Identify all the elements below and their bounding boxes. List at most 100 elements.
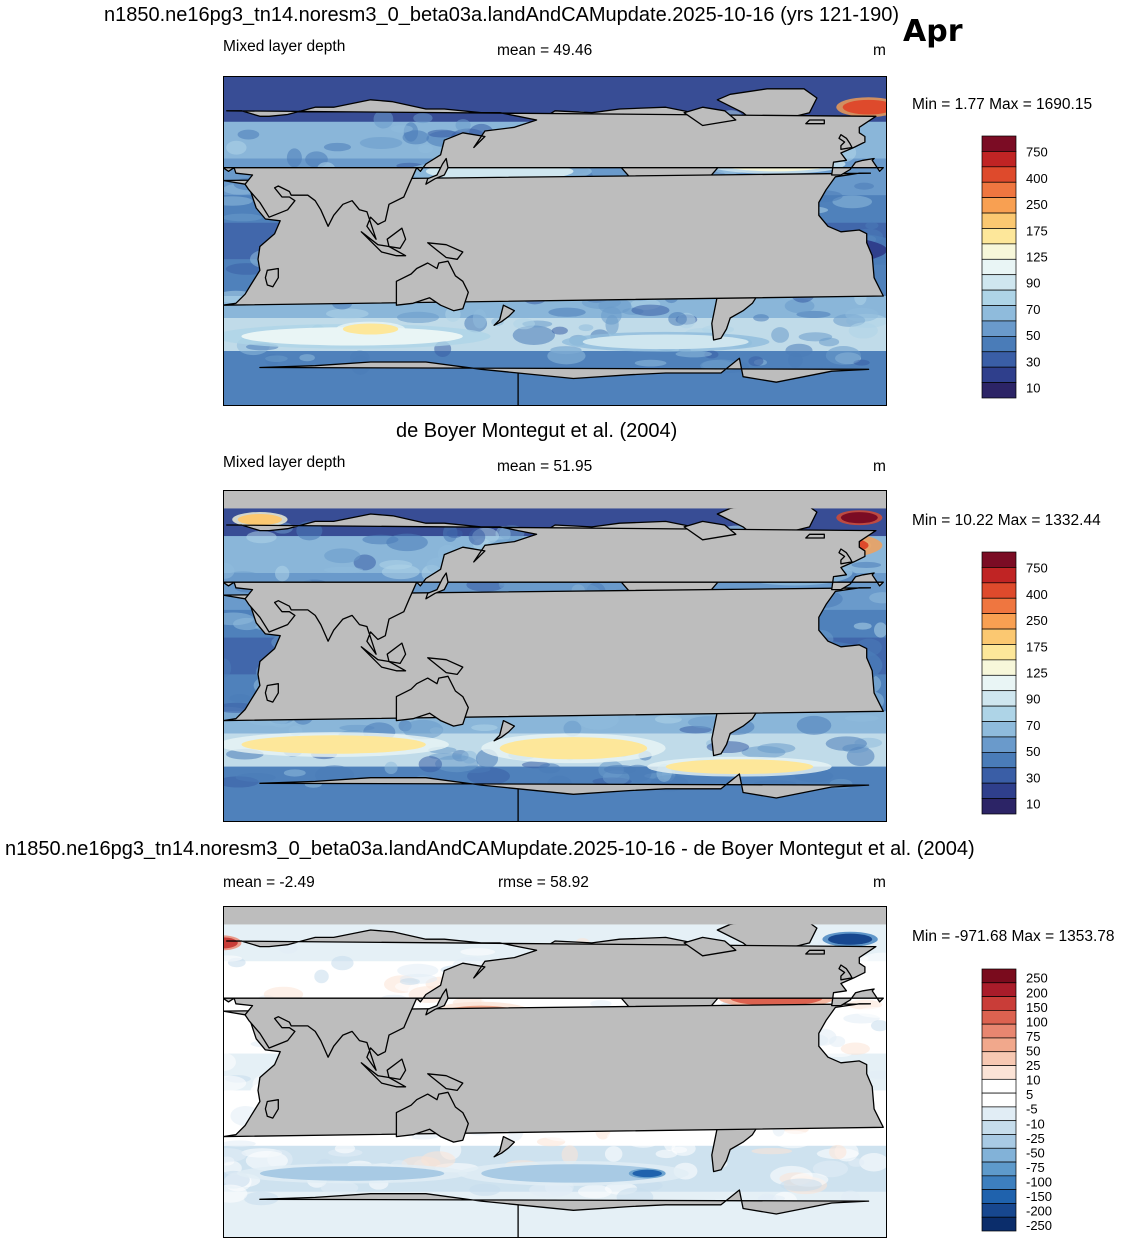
land-eurasia — [223, 99, 884, 240]
field-patch — [590, 1000, 612, 1008]
land-australia — [395, 675, 469, 727]
colorbar-box — [981, 1203, 1017, 1218]
field-patch — [668, 311, 687, 326]
field-patch — [265, 355, 288, 362]
land-madagascar — [264, 1099, 279, 1119]
colorbar-box — [981, 628, 1017, 645]
field-patch — [223, 196, 253, 206]
field-feature — [481, 1164, 666, 1183]
field-patch — [223, 955, 243, 962]
land-indonesia — [360, 646, 407, 672]
colorbar-box — [981, 1051, 1017, 1066]
field-patch — [551, 326, 568, 335]
field-patch — [853, 622, 872, 630]
colorbar-tick-label: 30 — [1026, 770, 1040, 785]
colorbar-box — [981, 613, 1017, 630]
colorbar-box — [981, 782, 1017, 799]
field-patch — [455, 119, 471, 132]
land-new-guinea — [427, 1073, 464, 1092]
colorbar-box — [981, 582, 1017, 599]
field-patch — [561, 1145, 578, 1165]
land-japan — [425, 572, 449, 600]
field-patch — [245, 1150, 288, 1171]
colorbar-tick-label: 100 — [1026, 1014, 1048, 1029]
field-patch — [796, 715, 832, 735]
colorbar-box — [981, 1078, 1017, 1094]
colorbar-box — [981, 1037, 1017, 1053]
colorbar-tick-label: 125 — [1026, 666, 1048, 681]
colorbar-box — [981, 320, 1017, 337]
colorbar-box — [981, 228, 1017, 245]
panel1-left-label: Mixed layer depth — [223, 38, 346, 55]
colorbar-tick-label: -5 — [1026, 1102, 1038, 1117]
land-uk — [838, 134, 853, 150]
colorbar-box — [981, 968, 1017, 984]
colorbar-box — [981, 366, 1017, 383]
field-patch — [854, 182, 874, 190]
field-feature — [840, 512, 878, 524]
land-japan — [425, 157, 449, 185]
field-feature — [237, 513, 283, 526]
land-iceland — [805, 533, 825, 539]
panel3-rmse-label: rmse = 58.92 — [498, 874, 589, 891]
field-patch — [663, 1132, 677, 1152]
colorbar-box — [981, 674, 1017, 692]
field-patch — [851, 561, 882, 569]
field-patch — [607, 1130, 644, 1144]
colorbar-box — [981, 705, 1017, 722]
field-patch — [832, 195, 873, 209]
panel2-map — [223, 490, 887, 822]
colorbar-tick-label: 125 — [1026, 250, 1048, 265]
land-iceland — [805, 949, 825, 955]
panel1-minmax: Min = 1.77 Max = 1690.15 — [912, 96, 1093, 113]
colorbar-tick-label: 10 — [1026, 797, 1040, 812]
field-patch — [323, 142, 351, 152]
field-patch — [386, 533, 428, 552]
colorbar-box — [981, 644, 1017, 661]
colorbar-box — [981, 197, 1017, 214]
field-patch — [229, 694, 251, 703]
field-patch — [418, 756, 443, 773]
colorbar-tick-label: -150 — [1026, 1189, 1052, 1204]
field-patch — [361, 968, 379, 984]
colorbar-tick-label: 90 — [1026, 692, 1040, 707]
field-patch — [243, 1191, 279, 1206]
field-patch — [334, 1143, 356, 1154]
colorbar-box — [981, 1023, 1017, 1039]
land-madagascar — [264, 267, 279, 288]
field-feature — [499, 737, 648, 760]
colorbar-box — [981, 551, 1017, 568]
colorbar-tick-label: -25 — [1026, 1131, 1045, 1146]
figure-title: n1850.ne16pg3_tn14.noresm3_0_beta03a.lan… — [104, 4, 900, 26]
colorbar-tick-label: 750 — [1026, 561, 1048, 576]
field-patch — [829, 1144, 847, 1160]
month-label: Apr — [903, 14, 963, 49]
field-feature — [632, 1169, 662, 1178]
panel3-minmax: Min = -971.68 Max = 1353.78 — [912, 928, 1115, 945]
land-australia — [395, 260, 469, 312]
land-baffin-island — [683, 106, 737, 127]
colorbar-box — [981, 1120, 1017, 1135]
field-patch — [784, 298, 815, 314]
field-patch — [859, 1153, 887, 1172]
field-patch — [848, 1158, 865, 1167]
field-patch — [396, 311, 440, 324]
colorbar-box — [981, 996, 1017, 1011]
land-indonesia — [360, 231, 407, 257]
panel3-colorbar: 250200150100755025105-5-10-25-50-75-100-… — [981, 968, 1052, 1233]
field-patch — [384, 761, 398, 775]
field-patch — [237, 129, 260, 140]
panel3-map — [223, 906, 887, 1238]
field-feature — [223, 937, 238, 949]
land-uk — [838, 548, 853, 565]
colorbar-box — [981, 1134, 1017, 1149]
field-patch — [529, 1182, 573, 1198]
land-antarctica — [259, 773, 870, 822]
panel2-left-label: Mixed layer depth — [223, 454, 346, 471]
colorbar-box — [981, 1175, 1017, 1190]
colorbar-tick-label: 30 — [1026, 354, 1040, 369]
land-eurasia — [223, 513, 884, 655]
field-patch — [286, 148, 302, 168]
field-patch — [840, 1042, 870, 1055]
colorbar-tick-label: -100 — [1026, 1175, 1052, 1190]
